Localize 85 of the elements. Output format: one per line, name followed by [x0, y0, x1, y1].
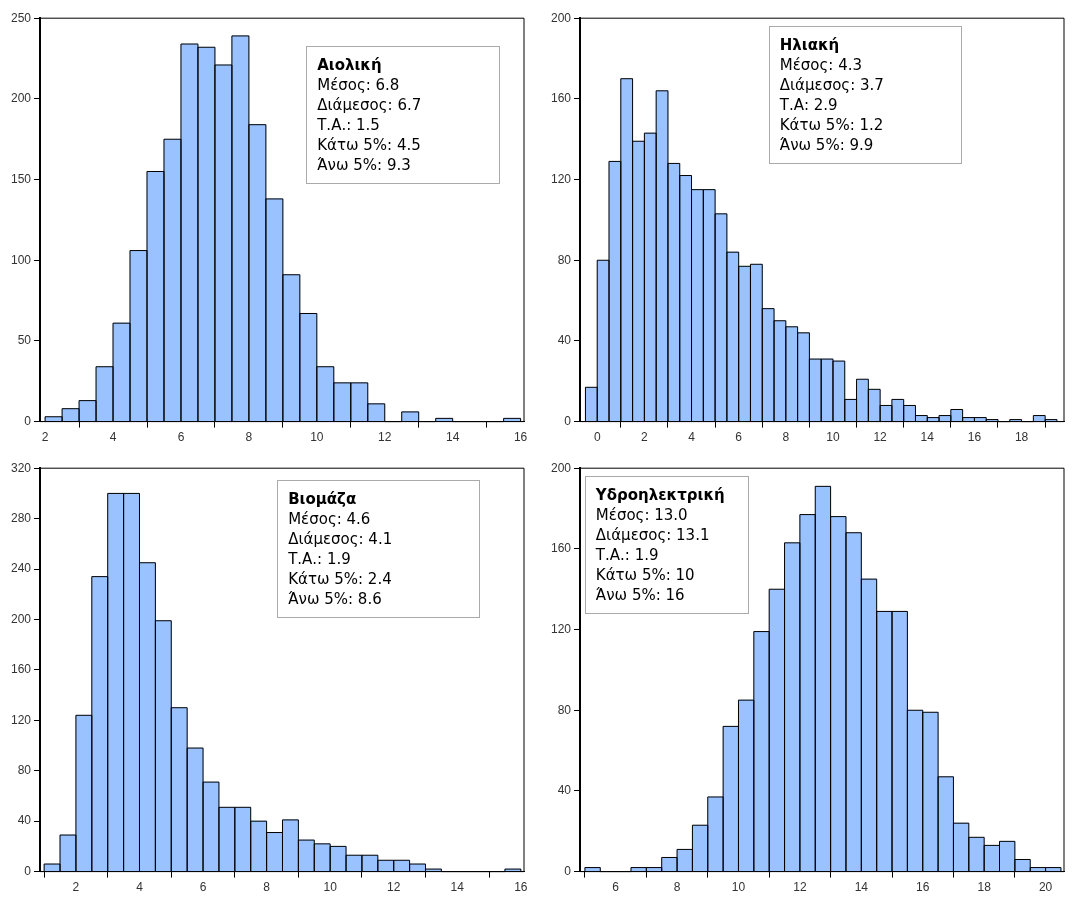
- x-tick-label: 10: [323, 880, 338, 895]
- y-tick-label: 200: [10, 91, 32, 106]
- x-tick-label: 2: [641, 430, 649, 445]
- y-tick-label: 0: [24, 413, 32, 428]
- y-tick-label: 120: [10, 712, 32, 727]
- x-tick-label: 14: [854, 880, 869, 895]
- annotation: Κάτω 5%: 2.4: [288, 569, 393, 590]
- annotation: Τ.Α.: 1.9: [595, 545, 660, 566]
- x-tick-label: 12: [387, 880, 401, 895]
- x-tick-label: 4: [136, 880, 144, 895]
- x-tick-label: 2: [72, 880, 80, 895]
- y-tick-label: 200: [10, 611, 32, 626]
- x-tick-label: 8: [263, 880, 271, 895]
- x-tick-label: 16: [916, 880, 930, 895]
- x-tick-label: 6: [199, 880, 207, 895]
- y-tick-label: 100: [10, 252, 32, 267]
- y-tick-label: 40: [557, 333, 572, 348]
- x-tick-label: 2: [41, 430, 49, 445]
- x-tick-label: 6: [735, 430, 743, 445]
- y-tick-label: 0: [564, 863, 572, 878]
- annotation: Κάτω 5%: 4.5: [317, 135, 422, 156]
- y-tick-label: 80: [557, 702, 572, 717]
- annotation: Ηλιακή: [779, 35, 841, 56]
- x-tick-label: 12: [873, 430, 888, 445]
- y-tick-label: 40: [557, 783, 572, 798]
- annotation: Μέσος: 4.3: [779, 55, 863, 76]
- x-tick-label: 20: [1038, 880, 1053, 895]
- y-tick-label: 0: [564, 413, 572, 428]
- y-tick-label: 200: [550, 460, 572, 475]
- x-tick-label: 8: [782, 430, 790, 445]
- y-tick-label: 80: [17, 763, 32, 778]
- annotation: Διάμεσος: 4.1: [288, 529, 394, 550]
- x-tick-label: 16: [967, 430, 982, 445]
- x-tick-label: 8: [245, 430, 253, 445]
- annotation: Άνω 5%: 8.6: [288, 589, 383, 610]
- annotation: Βιομάζα: [288, 489, 358, 510]
- x-tick-label: 12: [378, 430, 392, 445]
- y-tick-label: 320: [10, 460, 32, 475]
- y-tick-label: 160: [550, 91, 572, 106]
- y-tick-label: 250: [10, 10, 32, 25]
- x-tick-label: 4: [109, 430, 117, 445]
- x-tick-label: 8: [673, 880, 681, 895]
- annotation: Τ.Α: 2.9: [779, 95, 839, 116]
- x-tick-label: 10: [731, 880, 746, 895]
- annotation: Κάτω 5%: 10: [595, 565, 696, 586]
- x-tick-label: 14: [446, 430, 460, 445]
- annotation: Τ.Α.: 1.9: [288, 549, 352, 570]
- x-tick-label: 10: [826, 430, 840, 445]
- x-tick-label: 18: [977, 880, 992, 895]
- annotation: Μέσος: 13.0: [595, 505, 689, 526]
- y-tick-label: 200: [550, 10, 572, 25]
- y-tick-label: 160: [10, 662, 32, 677]
- y-tick-label: 160: [550, 541, 572, 556]
- x-tick-label: 16: [514, 880, 528, 895]
- annotation: Διάμεσος: 13.1: [595, 525, 711, 546]
- y-tick-label: 150: [10, 171, 32, 186]
- y-tick-label: 0: [24, 863, 32, 878]
- y-tick-label: 80: [557, 252, 572, 267]
- annotation: Μέσος: 4.6: [288, 509, 372, 530]
- annotation: Τ.Α.: 1.5: [317, 115, 381, 136]
- y-tick-label: 120: [550, 621, 572, 636]
- x-tick-label: 6: [177, 430, 185, 445]
- annotation: Υδροηλεκτρική: [595, 485, 726, 506]
- annotation: Άνω 5%: 9.9: [779, 135, 875, 156]
- annotation: Αιολική: [317, 55, 383, 76]
- y-tick-label: 120: [550, 171, 572, 186]
- x-tick-label: 14: [920, 430, 935, 445]
- y-tick-label: 240: [10, 561, 32, 576]
- y-tick-label: 40: [17, 813, 32, 828]
- x-tick-label: 4: [688, 430, 696, 445]
- annotation: Διάμεσος: 3.7: [779, 75, 885, 96]
- x-tick-label: 16: [513, 430, 528, 445]
- annotation: Διάμεσος: 6.7: [317, 95, 423, 116]
- y-tick-label: 50: [17, 333, 32, 348]
- x-tick-label: 18: [1014, 430, 1029, 445]
- x-tick-label: 6: [612, 880, 620, 895]
- annotation: Άνω 5%: 9.3: [317, 155, 412, 176]
- x-tick-label: 0: [593, 430, 601, 445]
- x-tick-label: 14: [450, 880, 465, 895]
- x-tick-label: 12: [793, 880, 807, 895]
- annotation: Μέσος: 6.8: [317, 75, 401, 96]
- annotation: Άνω 5%: 16: [595, 585, 686, 606]
- y-tick-label: 280: [10, 510, 32, 525]
- x-tick-label: 10: [310, 430, 324, 445]
- annotation: Κάτω 5%: 1.2: [779, 115, 885, 136]
